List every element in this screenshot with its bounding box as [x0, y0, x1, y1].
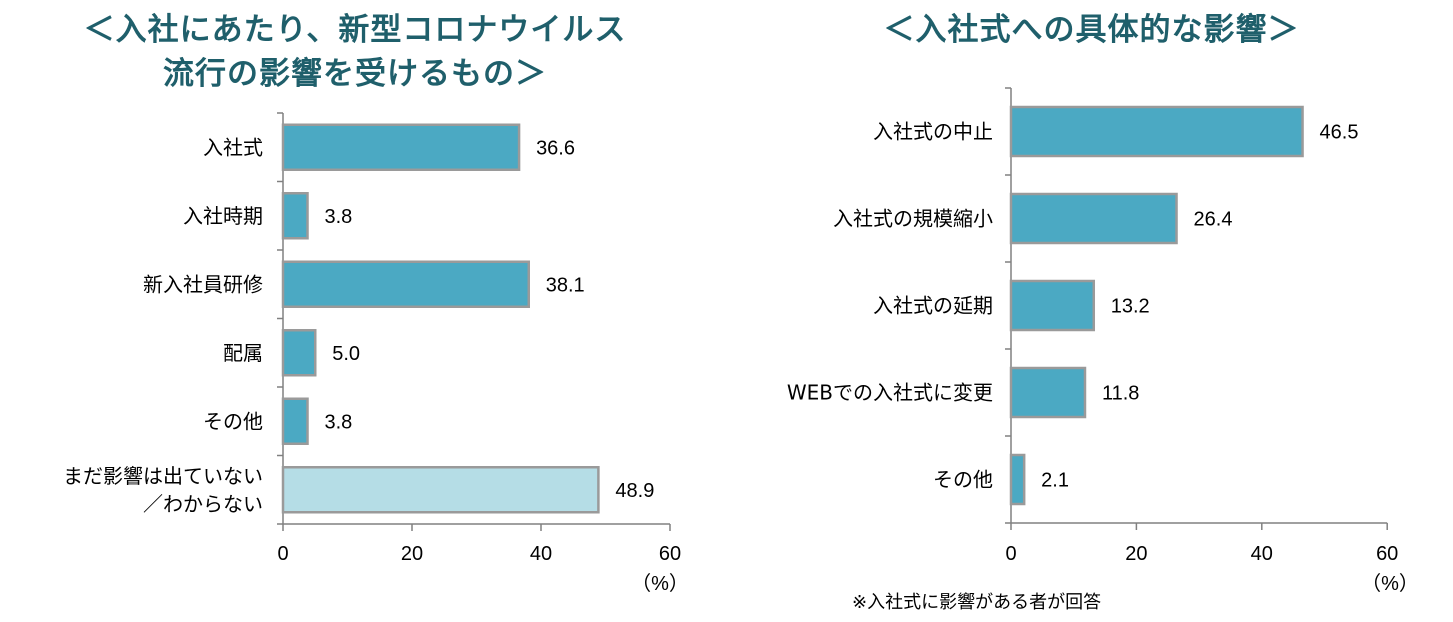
data-label: 3.8 [325, 411, 353, 433]
data-label: 5.0 [332, 343, 360, 365]
chart-title: ＜入社にあたり、新型コロナウイルス 流行の影響を受けるもの＞ [60, 8, 650, 96]
x-tick-label: 20 [401, 543, 423, 565]
bar [1009, 366, 1087, 419]
bar [281, 192, 309, 240]
category-label-line: まだ影響は出ていない [63, 464, 263, 488]
category-label-line: 入社時期 [183, 204, 263, 228]
chart-title-line-2: 流行の影響を受けるもの＞ [163, 56, 547, 92]
category-label-line: WEBでの入社式に変更 [787, 381, 993, 405]
category-label: 新入社員研修 [143, 272, 263, 296]
category-label-line: 入社式の延期 [873, 294, 993, 318]
bar [1009, 453, 1026, 506]
x-tick-label: 0 [277, 543, 288, 565]
data-label: 3.8 [325, 206, 353, 228]
bar [281, 397, 309, 445]
category-label: 入社式の中止 [873, 120, 993, 144]
bar [281, 329, 317, 377]
category-label-line: その他 [933, 468, 993, 492]
category-label-line: 入社式の中止 [873, 120, 993, 144]
category-label-line: 新入社員研修 [143, 272, 263, 296]
x-tick-label: 60 [659, 543, 681, 565]
data-label: 13.2 [1111, 296, 1150, 318]
x-tick-label: 0 [1005, 543, 1016, 565]
footnote: ※入社式に影響がある者が回答 [852, 592, 1102, 613]
category-label: 入社式 [203, 135, 263, 159]
x-tick-label: 60 [1376, 543, 1398, 565]
category-label: 入社式の延期 [873, 294, 993, 318]
chart-panel-right: ＜入社式への具体的な影響＞ 0 20 40 60 （%） 46.5 入社式の中止 26.4 入社… [730, 0, 1453, 622]
bar [1009, 279, 1096, 332]
x-axis-unit: （%） [631, 572, 689, 595]
x-tick-label: 40 [1251, 543, 1273, 565]
category-label: その他 [933, 468, 993, 492]
category-label-line: その他 [203, 409, 263, 433]
category-label: WEBでの入社式に変更 [787, 381, 993, 405]
data-label: 48.9 [615, 480, 654, 502]
bar [281, 123, 521, 171]
category-label-line: ／わからない [143, 492, 263, 516]
chart-panel-left: ＜入社にあたり、新型コロナウイルス 流行の影響を受けるもの＞ 0 20 40 60 （%… [60, 8, 689, 595]
x-axis-unit: （%） [1361, 572, 1419, 595]
category-label: その他 [203, 409, 263, 433]
data-label: 46.5 [1320, 122, 1359, 144]
chart-title-line-1: ＜入社式への具体的な影響＞ [883, 12, 1300, 48]
category-label: 入社時期 [183, 204, 263, 228]
chart-title-line-1: ＜入社にあたり、新型コロナウイルス [83, 12, 627, 48]
data-label: 26.4 [1194, 209, 1233, 231]
category-label: 配属 [223, 341, 263, 365]
bar-chart-right: 0 20 40 60 （%） 46.5 入社式の中止 26.4 入社式の規模縮小 13.2 入社式の… [787, 87, 1419, 595]
x-tick-label: 20 [1125, 543, 1147, 565]
data-label: 11.8 [1102, 383, 1139, 405]
bar-chart-left: 0 20 40 60 （%） 36.6 入社式 3.8 入社時期 38.1 新入社員研修 5.0 配属 3… [63, 112, 689, 595]
bar [1009, 192, 1178, 245]
data-label: 36.6 [536, 137, 575, 159]
bar [1009, 105, 1304, 158]
category-label-line: 配属 [223, 341, 263, 365]
data-label: 2.1 [1041, 470, 1069, 492]
chart-title: ＜入社式への具体的な影響＞ [730, 8, 1453, 52]
bar [281, 260, 530, 308]
x-tick-label: 40 [530, 543, 552, 565]
category-label: 入社式の規模縮小 [833, 207, 993, 231]
data-label: 38.1 [546, 274, 585, 296]
category-label-line: 入社式の規模縮小 [833, 207, 993, 231]
category-label-line: 入社式 [203, 135, 263, 159]
category-label: まだ影響は出ていない ／わからない [63, 464, 263, 516]
bar [281, 466, 600, 514]
